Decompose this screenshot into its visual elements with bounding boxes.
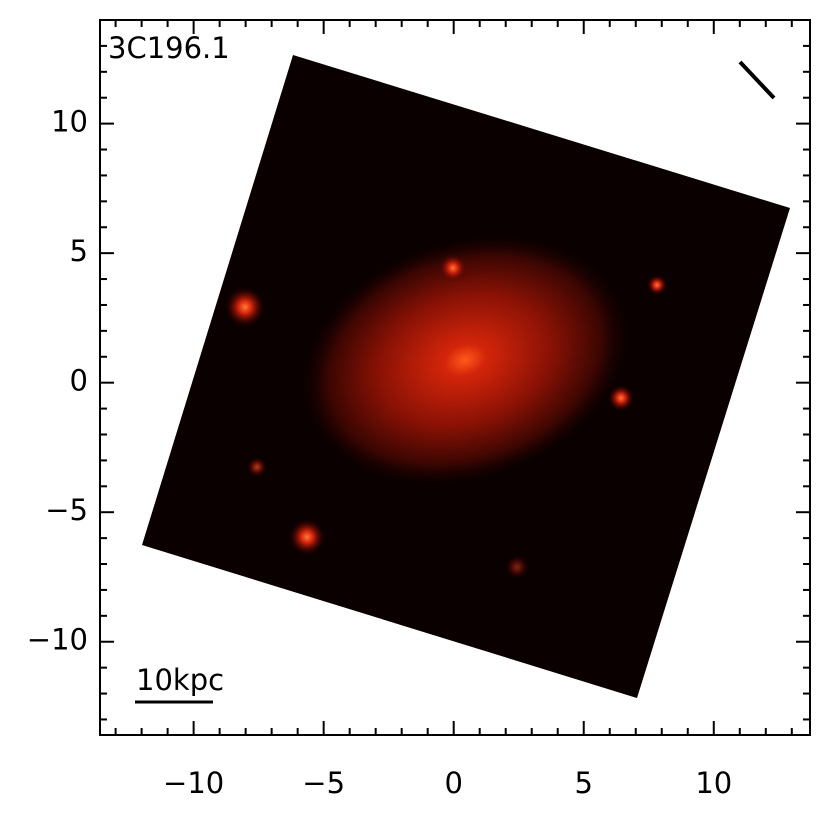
source xyxy=(647,275,667,295)
annotation: 10kpc xyxy=(136,663,224,697)
plot-frame xyxy=(99,19,811,736)
x-tick-label: −10 xyxy=(163,766,224,800)
y-tick-label: 0 xyxy=(70,364,88,398)
y-tick-label: −10 xyxy=(27,623,88,657)
source xyxy=(439,254,467,282)
galaxy xyxy=(294,229,636,491)
source xyxy=(608,385,634,411)
source xyxy=(225,287,265,327)
x-tick-label: 5 xyxy=(575,766,593,800)
source xyxy=(505,555,529,579)
x-tick-label: 10 xyxy=(695,766,732,800)
y-tick-label: 5 xyxy=(70,234,88,268)
source xyxy=(247,457,267,477)
y-tick-label: 10 xyxy=(51,105,88,139)
compass xyxy=(738,60,776,100)
x-tick-label: 0 xyxy=(444,766,462,800)
y-tick-label: −5 xyxy=(45,493,88,527)
x-tick-label: −5 xyxy=(302,766,345,800)
source xyxy=(289,519,325,555)
image xyxy=(142,55,790,698)
chart-title: 3C196.1 xyxy=(108,31,230,65)
